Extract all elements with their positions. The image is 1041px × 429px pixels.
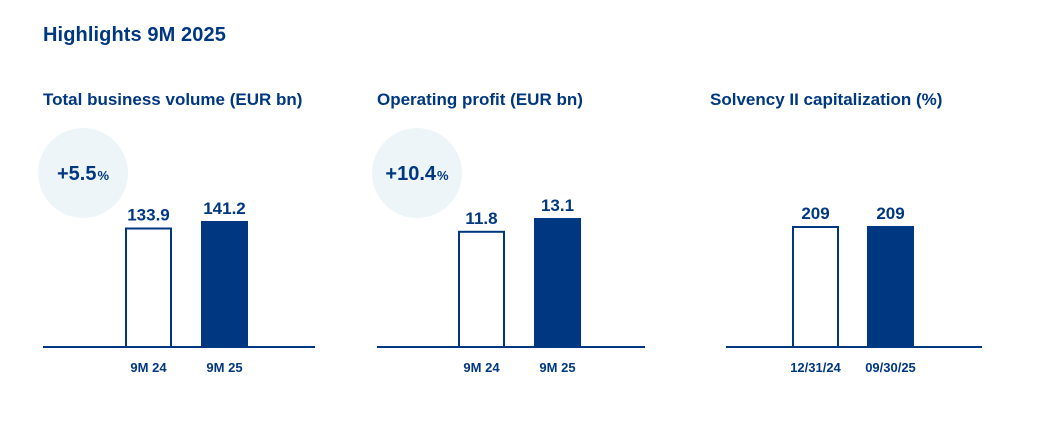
data-label: 13.1	[541, 196, 574, 215]
category-tick-label: 9M 24	[463, 360, 500, 375]
change-value: +10.4%	[385, 163, 449, 185]
chart-svg: 209 12/31/24 209 09/30/25	[726, 204, 982, 375]
page-title: Highlights 9M 2025	[43, 24, 226, 46]
change-badge: +5.5%	[38, 128, 128, 218]
category-tick-label: 9M 24	[130, 360, 167, 375]
category-tick-label: 9M 25	[539, 360, 575, 375]
bar	[534, 218, 581, 347]
bar	[867, 226, 914, 347]
bar	[458, 230, 505, 348]
change-badge: +10.4%	[372, 128, 462, 218]
bar	[792, 226, 839, 348]
chart-panel-operating-profit: Operating profit (EUR bn) +10.4% 11.8 9M 2…	[372, 0, 657, 429]
change-number: +10.4	[385, 163, 436, 185]
chart-title: Total business volume (EUR bn)	[43, 90, 303, 109]
data-label: 209	[801, 204, 829, 223]
badge-circle	[38, 128, 128, 218]
data-label: 11.8	[465, 209, 497, 228]
bar	[201, 221, 248, 347]
category-tick-label: 9M 25	[206, 360, 242, 375]
change-number: +5.5	[57, 163, 96, 185]
chart-svg: +10.4% 11.8 9M 24 13.1 9M 25	[372, 128, 645, 375]
data-label: 209	[876, 204, 904, 223]
change-value: +5.5%	[57, 163, 109, 185]
chart-panel-solvency-ii: Solvency II capitalization (%) 209 12/31/…	[710, 0, 1000, 429]
chart-svg: +5.5% 133.9 9M 24 141.2 9M 25	[38, 128, 315, 375]
badge-circle	[372, 128, 462, 218]
category-tick-label: 12/31/24	[790, 360, 841, 375]
change-unit: %	[437, 168, 449, 183]
chart-title: Solvency II capitalization (%)	[710, 90, 943, 109]
data-label: 133.9	[127, 206, 170, 225]
data-label: 141.2	[203, 199, 246, 218]
bar	[125, 227, 172, 348]
chart-title: Operating profit (EUR bn)	[377, 90, 583, 109]
change-unit: %	[97, 168, 109, 183]
chart-panel-total-business-volume: Total business volume (EUR bn) +5.5% 133.…	[38, 0, 323, 429]
category-tick-label: 09/30/25	[865, 360, 916, 375]
